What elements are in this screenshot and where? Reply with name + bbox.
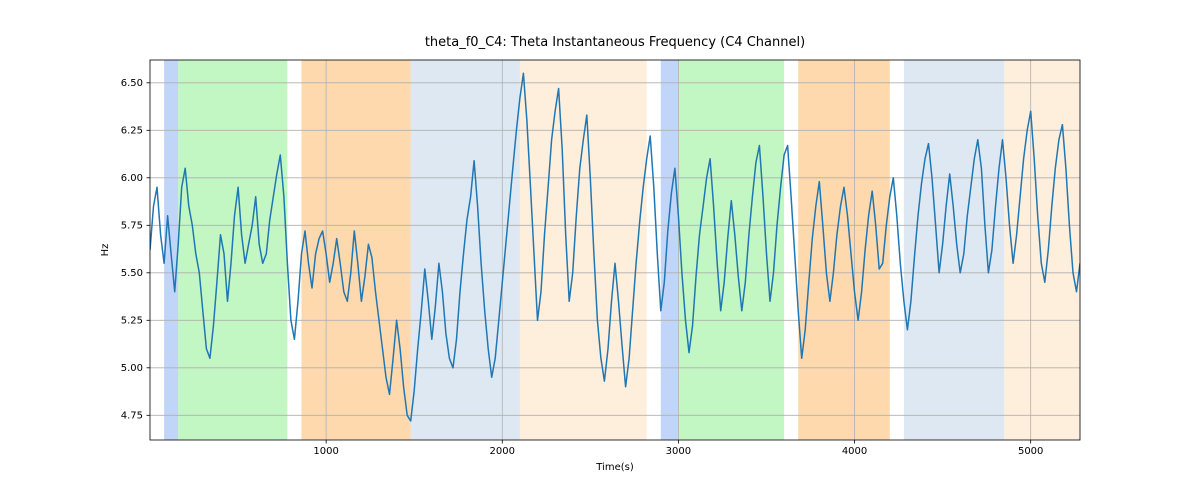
y-tick-label: 5.25 — [121, 315, 143, 326]
y-tick-label: 6.25 — [121, 125, 143, 136]
y-tick-label: 5.00 — [121, 363, 143, 374]
background-band — [1004, 60, 1080, 440]
chart-title: theta_f0_C4: Theta Instantaneous Frequen… — [425, 35, 805, 50]
x-tick-label: 3000 — [666, 446, 691, 457]
background-band — [661, 60, 679, 440]
chart-svg: 1000 2000 3000 4000 5000 4.75 5.00 5.25 5.50 5.75… — [0, 0, 1200, 500]
y-tick-label: 6.00 — [121, 173, 143, 184]
x-tick-label: 5000 — [1018, 446, 1043, 457]
background-band — [520, 60, 647, 440]
x-tick-label: 4000 — [842, 446, 867, 457]
chart-container: 1000 2000 3000 4000 5000 4.75 5.00 5.25 5.50 5.75… — [0, 0, 1200, 500]
y-tick-label: 6.50 — [121, 78, 143, 89]
background-band — [678, 60, 784, 440]
x-tick-label: 2000 — [490, 446, 515, 457]
y-axis-label: Hz — [100, 244, 111, 257]
background-band — [178, 60, 287, 440]
background-band — [904, 60, 1004, 440]
background-band — [411, 60, 520, 440]
y-tick-label: 5.50 — [121, 268, 143, 279]
y-tick-label: 4.75 — [121, 410, 143, 421]
y-tick-label: 5.75 — [121, 220, 143, 231]
x-axis-label: Time(s) — [595, 462, 634, 473]
x-tick-label: 1000 — [313, 446, 338, 457]
